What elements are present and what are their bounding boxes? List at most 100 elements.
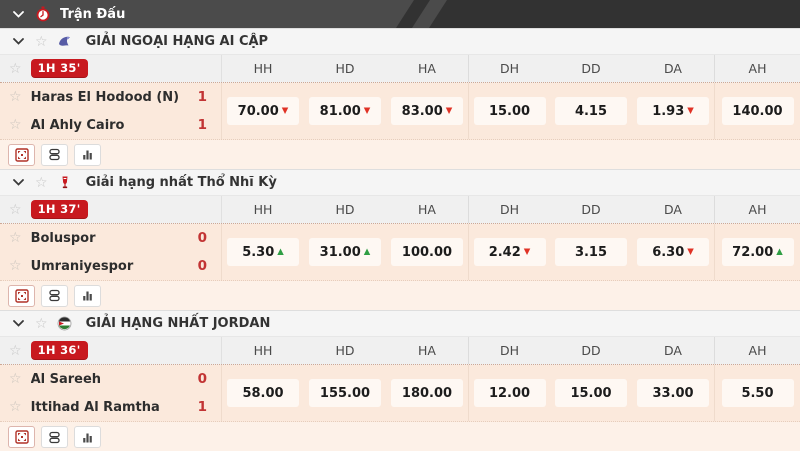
favorite-team-star-icon[interactable]: ☆ xyxy=(9,230,22,246)
favorite-team-star-icon[interactable]: ☆ xyxy=(9,258,22,274)
favorite-league-star-icon[interactable]: ☆ xyxy=(35,315,48,332)
column-header-dh: DH xyxy=(468,337,550,364)
odds-cell-hd[interactable]: 31.00 ▲ xyxy=(309,238,381,266)
favorite-team-star-icon[interactable]: ☆ xyxy=(9,399,22,415)
match-teams-panel[interactable]: ☆ Haras El Hodood (N) 1 ☆ Al Ahly Cairo … xyxy=(0,83,222,139)
match-time-badge: 1H 35' xyxy=(30,58,88,79)
home-team-score: 1 xyxy=(197,89,207,105)
chevron-down-icon[interactable] xyxy=(10,38,26,45)
column-header-da: DA xyxy=(664,343,682,358)
league-header-jordan[interactable]: ☆ GIẢI HẠNG NHẤT JORDAN xyxy=(0,310,800,337)
away-team-score: 1 xyxy=(197,117,207,133)
match-toolbar xyxy=(0,281,800,310)
stats-icon xyxy=(83,150,92,160)
stats-button[interactable] xyxy=(74,284,101,307)
match-time-badge: 1H 37' xyxy=(30,199,88,220)
match-time-badge: 1H 36' xyxy=(30,340,88,361)
stats-button[interactable] xyxy=(74,426,101,448)
odds-value: 72.00 xyxy=(732,244,774,260)
collapse-all-chevron-icon[interactable] xyxy=(10,10,26,18)
league-logo-jordan-first xyxy=(57,316,73,332)
odds-cell-hh[interactable]: 58.00 xyxy=(227,379,299,407)
odds-value: 31.00 xyxy=(319,244,361,260)
odds-value: 2.42 xyxy=(488,244,521,260)
league-header-egypt[interactable]: ☆ GIẢI NGOẠI HẠNG AI CẬP xyxy=(0,28,800,55)
column-header-hh: HH xyxy=(253,343,273,358)
away-team-row[interactable]: ☆ Umraniyespor 0 xyxy=(0,252,221,280)
field-view-button[interactable] xyxy=(8,284,35,307)
odds-cell-hd[interactable]: 81.00 ▼ xyxy=(309,97,381,125)
favorite-match-star-icon[interactable]: ☆ xyxy=(9,60,22,77)
odds-cell-da[interactable]: 1.93 ▼ xyxy=(637,97,709,125)
odds-value: 1.93 xyxy=(652,103,685,119)
favorite-league-star-icon[interactable]: ☆ xyxy=(35,33,48,50)
lineup-icon xyxy=(49,431,60,443)
odds-cell-da[interactable]: 6.30 ▼ xyxy=(637,238,709,266)
odds-value: 83.00 xyxy=(401,103,443,119)
field-view-icon xyxy=(14,147,29,162)
odds-cell-ah[interactable]: 140.00 xyxy=(721,97,794,125)
away-team-name: Al Ahly Cairo xyxy=(30,117,125,133)
match-row: ☆ Boluspor 0 ☆ Umraniyespor 0 5.30 ▲ 31.0… xyxy=(0,224,800,281)
field-view-button[interactable] xyxy=(8,143,35,166)
page-title: Trận Đấu xyxy=(60,6,126,22)
away-team-name: Ittihad Al Ramtha xyxy=(30,399,160,415)
league-logo-turkey-first xyxy=(57,175,73,191)
field-view-button[interactable] xyxy=(8,426,35,448)
odds-value: 33.00 xyxy=(652,385,694,401)
odds-cell-ah[interactable]: 72.00 ▲ xyxy=(721,238,794,266)
league-name: GIẢI NGOẠI HẠNG AI CẬP xyxy=(85,34,269,49)
stats-button[interactable] xyxy=(74,143,101,166)
odds-cell-ha[interactable]: 100.00 xyxy=(391,238,463,266)
away-team-row[interactable]: ☆ Al Ahly Cairo 1 xyxy=(0,111,221,139)
league-header-turkey[interactable]: ☆ Giải hạng nhất Thổ Nhĩ Kỳ xyxy=(0,169,800,196)
chevron-down-icon[interactable] xyxy=(10,179,26,186)
lineup-button[interactable] xyxy=(41,284,68,307)
favorite-team-star-icon[interactable]: ☆ xyxy=(9,89,22,105)
favorite-team-star-icon[interactable]: ☆ xyxy=(9,371,22,387)
home-team-row[interactable]: ☆ Al Sareeh 0 xyxy=(0,365,221,393)
odds-cell-hh[interactable]: 5.30 ▲ xyxy=(227,238,299,266)
home-team-score: 0 xyxy=(197,230,207,246)
odds-value: 180.00 xyxy=(401,385,453,401)
away-team-row[interactable]: ☆ Ittihad Al Ramtha 1 xyxy=(0,393,221,421)
trend-arrow-icon: ▲ xyxy=(363,246,371,257)
home-team-row[interactable]: ☆ Haras El Hodood (N) 1 xyxy=(0,83,221,111)
match-teams-panel[interactable]: ☆ Al Sareeh 0 ☆ Ittihad Al Ramtha 1 xyxy=(0,365,222,421)
odds-cell-ah[interactable]: 5.50 xyxy=(721,379,794,407)
trend-arrow-icon: ▼ xyxy=(281,105,289,116)
home-team-row[interactable]: ☆ Boluspor 0 xyxy=(0,224,221,252)
lineup-button[interactable] xyxy=(41,143,68,166)
favorite-match-star-icon[interactable]: ☆ xyxy=(9,201,22,218)
odds-cell-dd[interactable]: 4.15 xyxy=(555,97,627,125)
odds-cell-ha[interactable]: 180.00 xyxy=(391,379,463,407)
column-header-hd: HD xyxy=(335,61,355,76)
odds-cell-dh[interactable]: 2.42 ▼ xyxy=(473,238,546,266)
league-logo-egypt-premier xyxy=(57,34,73,50)
matches-header-bar: Trận Đấu xyxy=(0,0,800,28)
odds-cell-dd[interactable]: 3.15 xyxy=(555,238,627,266)
match-teams-panel[interactable]: ☆ Boluspor 0 ☆ Umraniyespor 0 xyxy=(0,224,222,280)
odds-value: 15.00 xyxy=(570,385,612,401)
favorite-league-star-icon[interactable]: ☆ xyxy=(35,174,48,191)
odds-value: 4.15 xyxy=(574,103,608,119)
odds-cell-dh[interactable]: 12.00 xyxy=(473,379,546,407)
odds-cell-dh[interactable]: 15.00 xyxy=(473,97,546,125)
trend-arrow-icon: ▲ xyxy=(776,246,783,257)
odds-cell-hd[interactable]: 155.00 xyxy=(309,379,381,407)
home-team-name: Al Sareeh xyxy=(30,371,102,387)
odds-cell-hh[interactable]: 70.00 ▼ xyxy=(227,97,299,125)
favorite-match-star-icon[interactable]: ☆ xyxy=(9,342,22,359)
trend-arrow-icon: ▼ xyxy=(523,246,531,257)
match-toolbar xyxy=(0,422,800,451)
lineup-button[interactable] xyxy=(41,426,68,448)
trend-arrow-icon: ▼ xyxy=(363,105,371,116)
odds-value: 5.50 xyxy=(741,385,774,401)
odds-value: 70.00 xyxy=(237,103,279,119)
favorite-team-star-icon[interactable]: ☆ xyxy=(9,117,22,133)
chevron-down-icon[interactable] xyxy=(10,320,26,327)
odds-cell-dd[interactable]: 15.00 xyxy=(555,379,627,407)
odds-cell-da[interactable]: 33.00 xyxy=(637,379,709,407)
odds-value: 3.15 xyxy=(574,244,608,260)
odds-cell-ha[interactable]: 83.00 ▼ xyxy=(391,97,463,125)
